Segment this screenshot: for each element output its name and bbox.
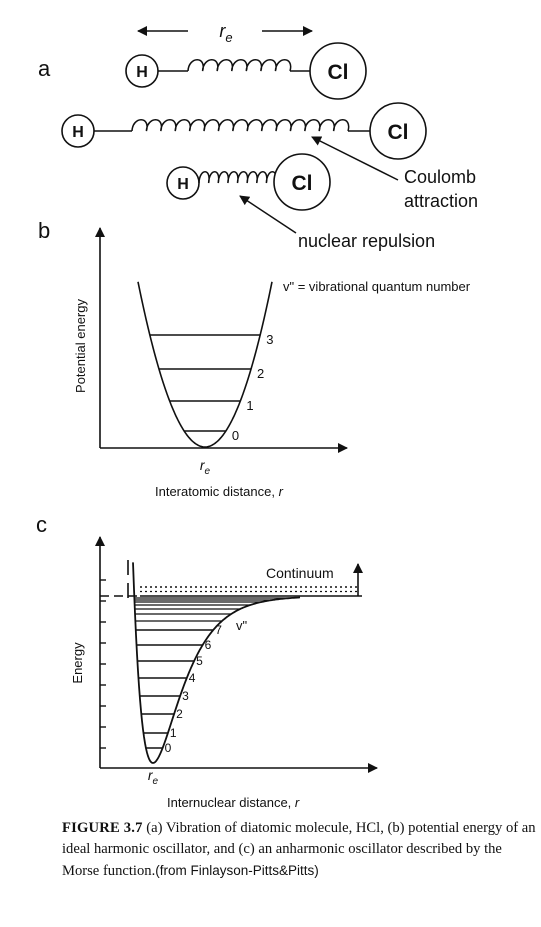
level-label: 7: [215, 623, 222, 637]
y-axis-label: Potential energy: [73, 299, 88, 393]
coulomb-label-line1: Coulomb: [404, 167, 476, 187]
spring: [131, 119, 350, 132]
continuum-label: Continuum: [266, 565, 334, 581]
cl-atom: [273, 153, 331, 211]
level-label: 5: [196, 654, 203, 668]
re-label-b: re: [200, 457, 211, 477]
y-axis-ticks: [100, 579, 106, 749]
spring: [187, 59, 292, 72]
cl-atom-label: Cl: [328, 61, 349, 84]
panel-c-label: c: [36, 512, 47, 537]
level-label: 3: [266, 332, 273, 347]
repulsion-label: nuclear repulsion: [298, 231, 435, 251]
h-atom-label: H: [72, 124, 84, 141]
figure-caption: FIGURE 3.7 (a) Vibration of diatomic mol…: [62, 818, 540, 882]
molecule-stretched: H Cl: [61, 102, 427, 160]
caption-text: (a) Vibration of diatomic molecule, HCl,…: [62, 820, 536, 879]
morse-potential-curve: [132, 562, 301, 764]
vibrational-quantum-label: v": [236, 618, 248, 633]
coulomb-arrow: [311, 136, 399, 181]
level-label: 1: [170, 726, 177, 740]
caption-source: (from Finlayson-Pitts&Pitts): [155, 863, 319, 878]
level-label: 6: [205, 638, 212, 652]
h-atom-label: H: [177, 176, 189, 193]
coulomb-label-line2: attraction: [404, 191, 478, 211]
panel-b-label: b: [38, 218, 50, 243]
level-label: 2: [176, 707, 183, 721]
figure-number: FIGURE 3.7: [62, 820, 143, 836]
x-axis-label: Internuclear distance, r: [167, 795, 300, 810]
continuum-region: [140, 587, 358, 596]
level-label: 0: [232, 428, 239, 443]
x-axis-label: Interatomic distance, r: [155, 484, 284, 499]
spring: [198, 171, 278, 184]
molecule-equilibrium: H Cl: [125, 42, 367, 100]
level-label: 0: [165, 741, 172, 755]
cl-atom: [309, 42, 367, 100]
cl-atom-label: Cl: [292, 172, 313, 195]
quantum-number-note: v" = vibrational quantum number: [283, 279, 471, 294]
y-axis-label: Energy: [70, 642, 85, 684]
panel-b: b Potential energy Interatomic distance,…: [38, 218, 471, 499]
panel-a: a re H Cl H Cl H: [38, 21, 478, 251]
re-label-a: re: [219, 21, 232, 45]
re-label-c: re: [148, 767, 159, 787]
level-label: 3: [182, 689, 189, 703]
molecule-compressed: H Cl: [166, 153, 331, 211]
harmonic-potential-curve: [137, 281, 273, 448]
level-label: 2: [257, 366, 264, 381]
repulsion-arrow: [239, 195, 297, 234]
panel-a-label: a: [38, 56, 51, 81]
level-label: 1: [246, 398, 253, 413]
cl-atom: [369, 102, 427, 160]
h-atom-label: H: [136, 64, 148, 81]
panel-c: c Energy Internuclear distance, r re Con…: [36, 512, 378, 810]
cl-atom-label: Cl: [388, 121, 409, 144]
level-label: 4: [189, 671, 196, 685]
